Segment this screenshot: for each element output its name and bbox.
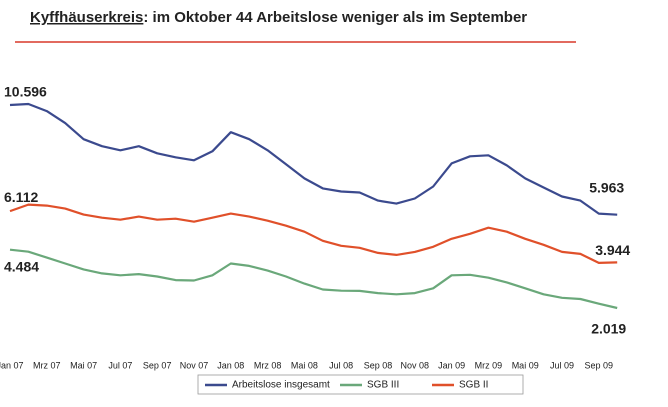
x-tick-label: Mai 08 [291,360,318,370]
x-tick-label: Jul 09 [550,360,574,370]
x-tick-label: Jul 08 [329,360,353,370]
x-tick-label: Nov 07 [180,360,209,370]
x-tick-label: Sep 09 [585,360,614,370]
series-line [9,203,618,264]
title-text: : im Oktober 44 Arbeitslose weniger als … [143,9,527,26]
legend-label: SGB II [459,380,488,391]
legend-label: Arbeitslose insgesamt [232,380,330,391]
title-region: Kyffhäuserkreis [30,9,143,26]
x-tick-label: Mrz 07 [33,360,61,370]
value-label: 4.484 [4,258,39,274]
x-tick-label: Jan 09 [438,360,465,370]
legend-label: SGB III [367,380,399,391]
chart-title: Kyffhäuserkreis: im Oktober 44 Arbeitslo… [30,9,527,26]
value-label: 3.944 [595,242,630,258]
value-label: 5.963 [589,179,624,195]
x-tick-label: Mrz 08 [254,360,282,370]
x-tick-label: Jan 08 [217,360,244,370]
series-line [9,102,618,216]
value-label: 6.112 [4,189,38,205]
x-tick-label: Mrz 09 [475,360,503,370]
value-label: 10.596 [4,84,47,100]
x-tick-label: Sep 08 [364,360,393,370]
x-tick-label: Jan 07 [0,360,24,370]
series-line [9,248,618,310]
value-label: 2.019 [591,321,626,337]
x-tick-label: Nov 08 [401,360,430,370]
x-tick-label: Mai 07 [70,360,97,370]
x-tick-label: Mai 09 [512,360,539,370]
x-tick-label: Jul 07 [108,360,132,370]
x-tick-label: Sep 07 [143,360,172,370]
